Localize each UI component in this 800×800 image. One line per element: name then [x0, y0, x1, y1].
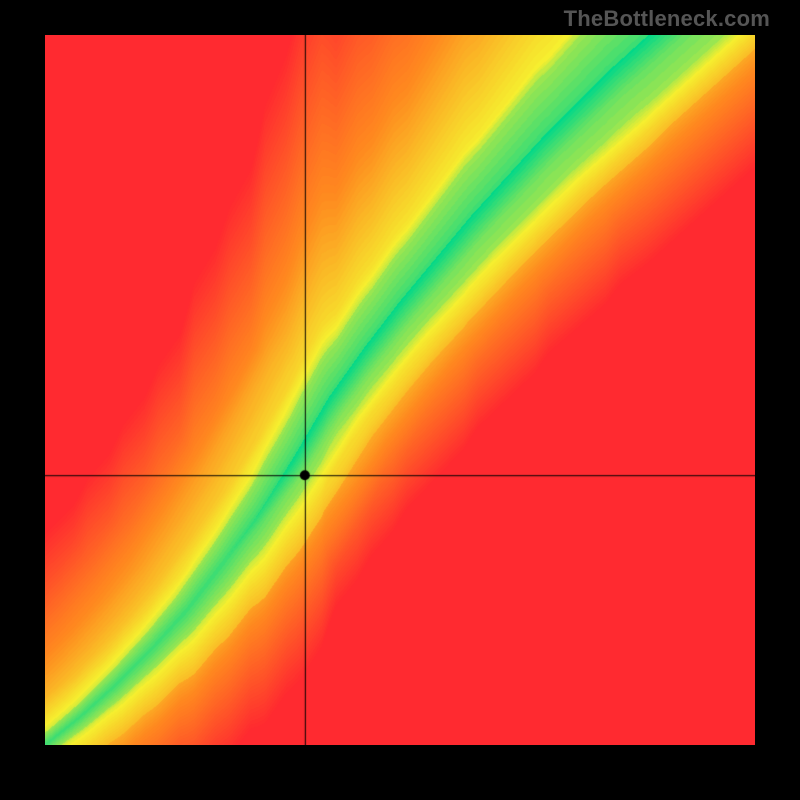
heatmap-plot: [45, 35, 755, 745]
watermark-text: TheBottleneck.com: [564, 6, 770, 32]
